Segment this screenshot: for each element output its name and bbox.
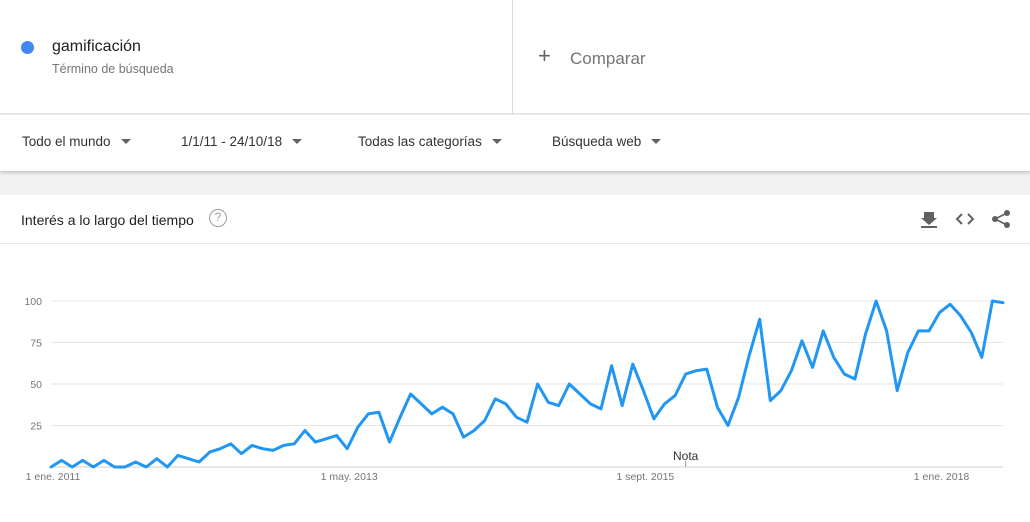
term-color-dot (21, 41, 34, 54)
comparison-bar: gamificación Término de búsqueda + Compa… (0, 0, 1030, 114)
caret-down-icon (292, 139, 303, 144)
date-range-dropdown[interactable]: 1/1/11 - 24/10/18 (181, 134, 303, 149)
panel-divider (0, 243, 1030, 244)
y-tick-label: 25 (30, 421, 42, 433)
share-icon[interactable] (990, 208, 1012, 230)
category-dropdown[interactable]: Todas las categorías (358, 134, 502, 149)
y-tick-label: 75 (30, 338, 42, 350)
search-type-dropdown[interactable]: Búsqueda web (552, 134, 662, 149)
embed-code-icon[interactable] (954, 208, 976, 230)
series-line (49, 299, 1005, 469)
annotation-label: Nota (673, 449, 699, 463)
caret-down-icon (651, 139, 662, 144)
y-tick-label: 50 (30, 379, 42, 391)
compare-button[interactable]: + Comparar (514, 0, 1030, 114)
interest-over-time-panel: Interés a lo largo del tiempo ? 100 75 50 2… (0, 195, 1030, 522)
x-tick-label: 1 ene. 2018 (914, 471, 970, 483)
date-range-label: 1/1/11 - 24/10/18 (181, 134, 283, 149)
search-type-label: Búsqueda web (552, 134, 642, 149)
term-subtitle: Término de búsqueda (52, 62, 174, 76)
interest-line-chart: 100 75 50 25 1 ene. 2011 1 may. 2013 1 sept. 2… (24, 296, 1005, 483)
compare-label: Comparar (570, 49, 646, 68)
filter-bar: Todo el mundo 1/1/11 - 24/10/18 Todas la… (0, 115, 1030, 171)
panel-title: Interés a lo largo del tiempo (21, 212, 194, 228)
caret-down-icon (491, 139, 502, 144)
category-label: Todas las categorías (358, 134, 482, 149)
search-term-card[interactable]: gamificación Término de búsqueda (0, 0, 513, 114)
x-tick-label: 1 may. 2013 (321, 471, 378, 483)
x-tick-label: 1 sept. 2015 (616, 471, 674, 483)
region-label: Todo el mundo (22, 134, 111, 149)
help-icon[interactable]: ? (209, 209, 227, 227)
y-tick-label: 100 (24, 296, 42, 308)
caret-down-icon (120, 139, 131, 144)
region-dropdown[interactable]: Todo el mundo (22, 134, 131, 149)
x-tick-label: 1 ene. 2011 (26, 471, 81, 483)
download-icon[interactable] (918, 208, 940, 230)
term-name[interactable]: gamificación (52, 38, 141, 55)
plus-icon: + (538, 43, 551, 68)
